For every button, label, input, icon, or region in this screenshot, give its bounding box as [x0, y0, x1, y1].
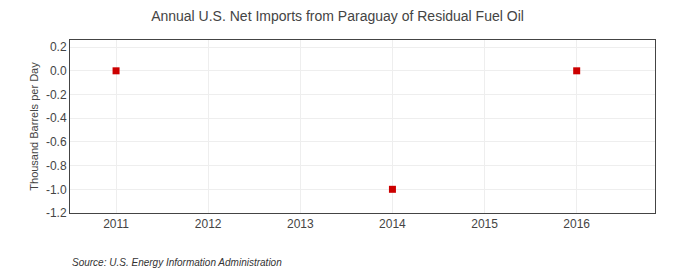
svg-text:2012: 2012 [195, 217, 222, 231]
svg-text:0.2: 0.2 [50, 40, 67, 54]
svg-text:2015: 2015 [471, 217, 498, 231]
svg-text:-1.2: -1.2 [46, 206, 67, 220]
svg-text:2011: 2011 [103, 217, 129, 231]
svg-text:0.0: 0.0 [50, 64, 67, 78]
svg-text:-0.4: -0.4 [46, 111, 67, 125]
svg-text:-0.2: -0.2 [46, 88, 67, 102]
svg-text:Source: U.S. Energy Informatio: Source: U.S. Energy Information Administ… [72, 257, 282, 268]
svg-text:-0.8: -0.8 [46, 159, 67, 173]
svg-text:2014: 2014 [379, 217, 406, 231]
svg-text:2013: 2013 [287, 217, 314, 231]
svg-text:Annual U.S. Net Imports from P: Annual U.S. Net Imports from Paraguay of… [151, 8, 524, 24]
svg-text:2016: 2016 [563, 217, 590, 231]
svg-text:-0.6: -0.6 [46, 135, 67, 149]
svg-text:Thousand Barrels per Day: Thousand Barrels per Day [28, 62, 40, 191]
svg-text:-1.0: -1.0 [46, 183, 67, 197]
